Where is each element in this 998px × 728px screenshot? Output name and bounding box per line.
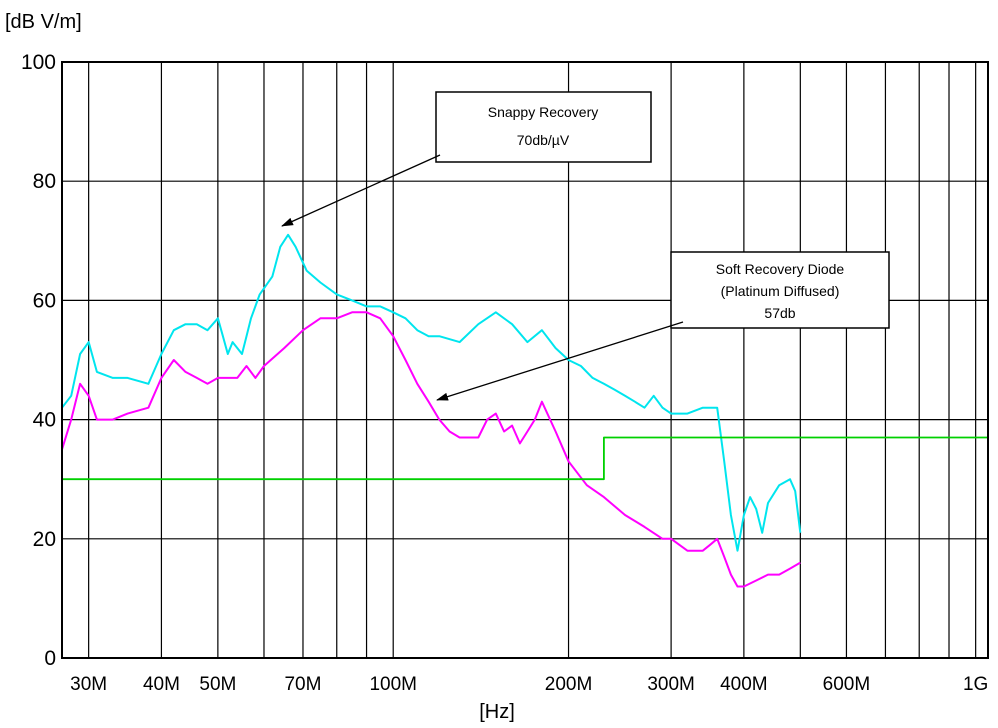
y-tick-label: 20 <box>33 528 56 551</box>
annotation-arrow <box>281 154 441 227</box>
annotation-text-line: 57db <box>764 305 795 321</box>
x-tick-label: 300M <box>647 674 695 695</box>
y-tick-label: 60 <box>33 289 56 312</box>
y-tick-labels: 0 20 40 60 80 100 <box>21 51 56 670</box>
annotation-box <box>435 91 652 163</box>
annotation-box <box>670 251 890 329</box>
x-tick-label: 70M <box>284 674 321 695</box>
series-line-0 <box>61 233 802 552</box>
plot-frame <box>61 61 989 659</box>
annotation-arrow <box>436 321 684 401</box>
x-tick-label: 1G <box>963 674 988 695</box>
annotation-snappy-recovery: Snappy Recovery 70db/µV <box>281 91 652 227</box>
y-tick-label: 40 <box>33 409 56 432</box>
series-line-2 <box>62 436 988 481</box>
x-tick-label: 600M <box>823 674 871 695</box>
x-tick-labels: 30M 40M 50M 70M 100M 200M 300M 400M 600M 1G <box>70 674 988 695</box>
annotation-text-line: 70db/µV <box>517 132 570 148</box>
y-axis-title: [dB V/m] <box>5 11 82 33</box>
series-group <box>61 233 988 588</box>
series-line-1 <box>61 311 801 588</box>
x-tick-label: 50M <box>199 674 236 695</box>
annotation-text-line: Snappy Recovery <box>488 104 599 120</box>
y-tick-label: 80 <box>33 170 56 193</box>
annotation-text-line: Soft Recovery Diode <box>716 261 845 277</box>
annotation-soft-recovery: Soft Recovery Diode (Platinum Diffused) … <box>436 251 890 401</box>
x-tick-label: 100M <box>369 674 417 695</box>
x-axis-title: [Hz] <box>479 701 515 723</box>
x-tick-label: 400M <box>720 674 768 695</box>
annotation-text-line: (Platinum Diffused) <box>721 283 840 299</box>
y-tick-label: 100 <box>21 51 56 74</box>
x-tick-label: 200M <box>545 674 593 695</box>
y-tick-label: 0 <box>44 647 56 670</box>
x-tick-label: 40M <box>143 674 180 695</box>
x-tick-label: 30M <box>70 674 107 695</box>
